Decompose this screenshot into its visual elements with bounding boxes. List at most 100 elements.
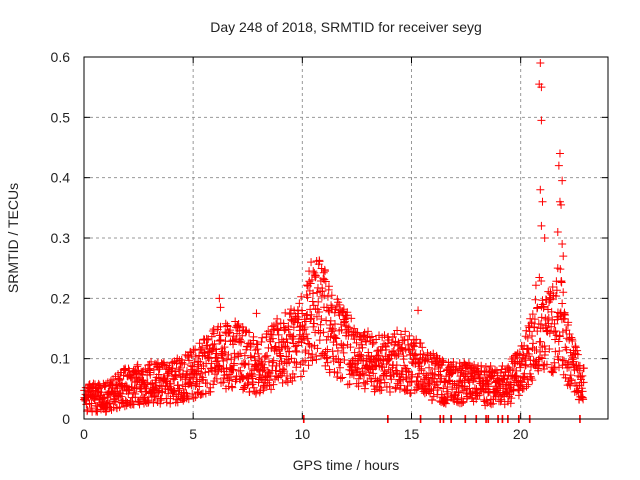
data-points bbox=[80, 59, 588, 423]
data-point bbox=[540, 234, 549, 242]
data-point bbox=[523, 333, 532, 342]
data-point bbox=[347, 314, 356, 323]
data-point bbox=[239, 359, 248, 368]
data-point bbox=[303, 293, 312, 302]
data-point bbox=[520, 354, 529, 363]
data-point bbox=[373, 347, 382, 356]
data-point bbox=[209, 329, 218, 338]
data-point bbox=[498, 361, 507, 370]
data-point bbox=[350, 335, 359, 344]
data-point bbox=[204, 354, 213, 363]
data-point bbox=[348, 369, 357, 378]
data-point bbox=[212, 345, 221, 354]
data-point bbox=[191, 393, 200, 402]
data-point bbox=[395, 372, 404, 381]
data-point bbox=[492, 366, 501, 375]
data-point bbox=[239, 373, 248, 382]
data-point bbox=[551, 327, 560, 335]
data-point bbox=[240, 360, 249, 369]
data-point bbox=[548, 282, 557, 291]
data-point bbox=[537, 313, 546, 322]
data-point bbox=[136, 395, 145, 404]
data-point bbox=[291, 342, 300, 351]
data-point bbox=[552, 286, 561, 295]
data-point bbox=[444, 376, 453, 385]
data-point bbox=[558, 356, 567, 365]
data-point bbox=[191, 345, 200, 354]
data-point bbox=[254, 349, 263, 358]
data-point bbox=[168, 358, 177, 367]
x-tick-label: 15 bbox=[404, 426, 420, 442]
data-point bbox=[472, 395, 481, 404]
data-point bbox=[347, 366, 356, 375]
data-point bbox=[530, 315, 539, 324]
data-point bbox=[437, 361, 446, 370]
data-point bbox=[186, 361, 195, 370]
data-point bbox=[296, 372, 305, 381]
data-point bbox=[210, 339, 219, 348]
data-point bbox=[155, 381, 164, 390]
data-point bbox=[238, 331, 247, 340]
data-point bbox=[536, 337, 545, 346]
data-point bbox=[425, 363, 434, 372]
data-point bbox=[321, 267, 330, 276]
data-point bbox=[196, 369, 205, 378]
data-point bbox=[553, 227, 562, 236]
data-point bbox=[104, 399, 113, 408]
data-point bbox=[522, 382, 531, 391]
data-point bbox=[559, 252, 568, 261]
data-point bbox=[283, 338, 292, 347]
data-point bbox=[392, 361, 401, 370]
data-point bbox=[203, 348, 212, 357]
data-point bbox=[323, 353, 332, 362]
data-point bbox=[364, 348, 373, 357]
data-point bbox=[196, 357, 205, 366]
data-point bbox=[254, 365, 263, 374]
data-point bbox=[574, 388, 583, 397]
data-point bbox=[457, 381, 466, 390]
data-point bbox=[171, 370, 180, 379]
y-tick-label: 0.5 bbox=[51, 109, 71, 125]
data-point bbox=[555, 363, 564, 372]
data-point bbox=[394, 338, 403, 347]
data-point bbox=[358, 369, 367, 378]
data-point bbox=[378, 363, 387, 372]
data-point bbox=[339, 341, 348, 350]
data-point bbox=[332, 340, 341, 349]
data-point bbox=[203, 379, 212, 388]
data-point bbox=[257, 357, 266, 366]
data-point bbox=[558, 176, 567, 185]
data-point bbox=[573, 386, 582, 395]
data-point bbox=[470, 360, 479, 369]
data-point bbox=[457, 399, 466, 408]
data-point bbox=[110, 397, 119, 406]
data-point bbox=[212, 374, 221, 383]
data-point bbox=[244, 360, 253, 369]
data-point bbox=[559, 288, 568, 297]
data-point bbox=[441, 399, 450, 408]
data-point bbox=[519, 373, 528, 382]
data-point bbox=[149, 398, 158, 407]
data-point bbox=[247, 353, 256, 362]
data-point bbox=[521, 360, 530, 369]
data-point bbox=[102, 407, 111, 416]
data-point bbox=[308, 289, 317, 298]
data-point bbox=[406, 389, 415, 398]
data-point bbox=[306, 315, 315, 324]
data-point bbox=[362, 337, 371, 346]
data-point bbox=[548, 368, 557, 377]
x-tick-label: 20 bbox=[513, 426, 529, 442]
data-point bbox=[448, 385, 457, 394]
data-point bbox=[359, 378, 368, 387]
data-point bbox=[278, 369, 287, 378]
data-point bbox=[217, 378, 226, 387]
grid-lines bbox=[84, 57, 608, 419]
data-point bbox=[557, 200, 566, 209]
data-point bbox=[439, 357, 448, 366]
data-point bbox=[508, 364, 517, 373]
data-point bbox=[380, 378, 389, 387]
data-point bbox=[273, 324, 282, 333]
data-point bbox=[245, 328, 254, 337]
data-point bbox=[310, 319, 319, 328]
axis-ticks: 0 5 10 15 20 0 0.1 0.2 0.3 0.4 0.5 0.6 bbox=[51, 49, 608, 442]
